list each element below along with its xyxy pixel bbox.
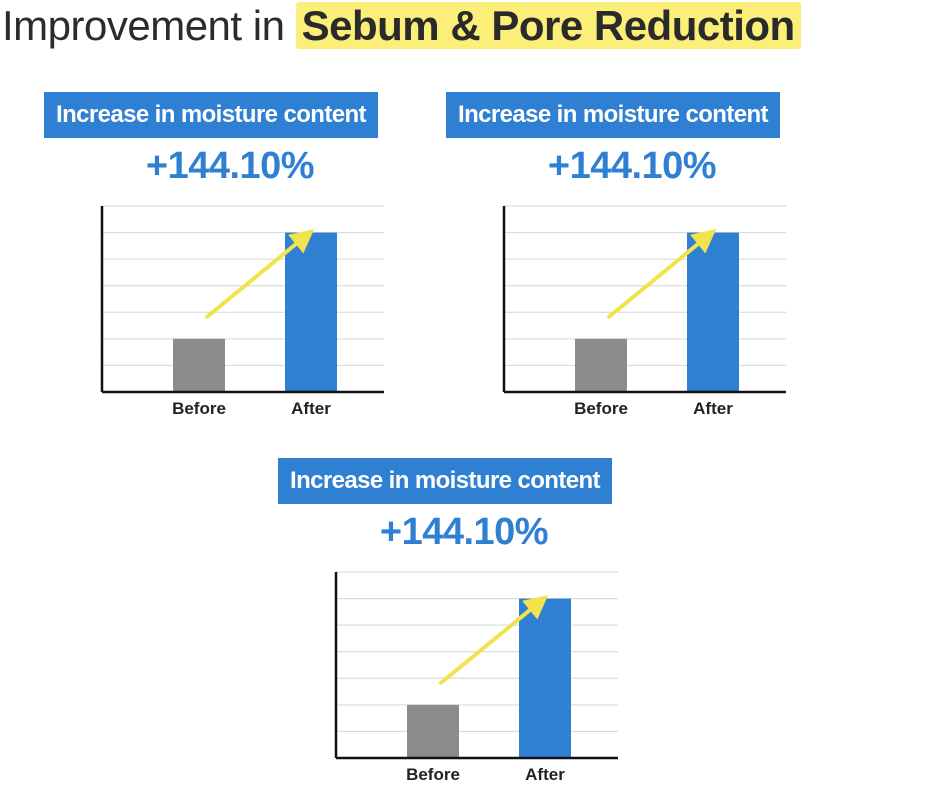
x-tick-label: After: [693, 399, 733, 418]
bar-after: [687, 232, 739, 392]
chart-panel-1: Increase in moisture content +144.10% Be…: [44, 92, 424, 442]
bar-after: [285, 232, 337, 392]
chart-panel-3: Increase in moisture content +144.10% Be…: [278, 458, 658, 808]
x-tick-label: Before: [406, 765, 460, 784]
bar-before: [575, 338, 627, 392]
trend-arrow: [607, 228, 717, 319]
x-tick-label: Before: [172, 399, 226, 418]
x-tick-label: Before: [574, 399, 628, 418]
bar-chart: Before After: [334, 571, 618, 784]
bar-before: [407, 704, 459, 758]
x-tick-label: After: [291, 399, 331, 418]
trend-arrow: [439, 594, 549, 685]
bar-chart: Before After: [100, 205, 384, 418]
bar-before: [173, 338, 225, 392]
bar-after: [519, 598, 571, 758]
page-title-highlight: Sebum & Pore Reduction: [295, 2, 801, 49]
bar-chart: Before After: [502, 205, 786, 418]
panel-label: Increase in moisture content: [278, 458, 612, 504]
panel-value: +144.10%: [379, 511, 549, 553]
panel-label: Increase in moisture content: [44, 92, 378, 138]
panel-value: +144.10%: [547, 145, 717, 187]
x-tick-label: After: [525, 765, 565, 784]
panel-value: +144.10%: [145, 145, 315, 187]
panel-label: Increase in moisture content: [446, 92, 780, 138]
page-title: Improvement in Sebum & Pore Reduction: [2, 0, 801, 56]
page-title-plain: Improvement in: [2, 2, 285, 49]
trend-arrow: [205, 228, 315, 319]
chart-panel-2: Increase in moisture content +144.10% Be…: [446, 92, 826, 442]
